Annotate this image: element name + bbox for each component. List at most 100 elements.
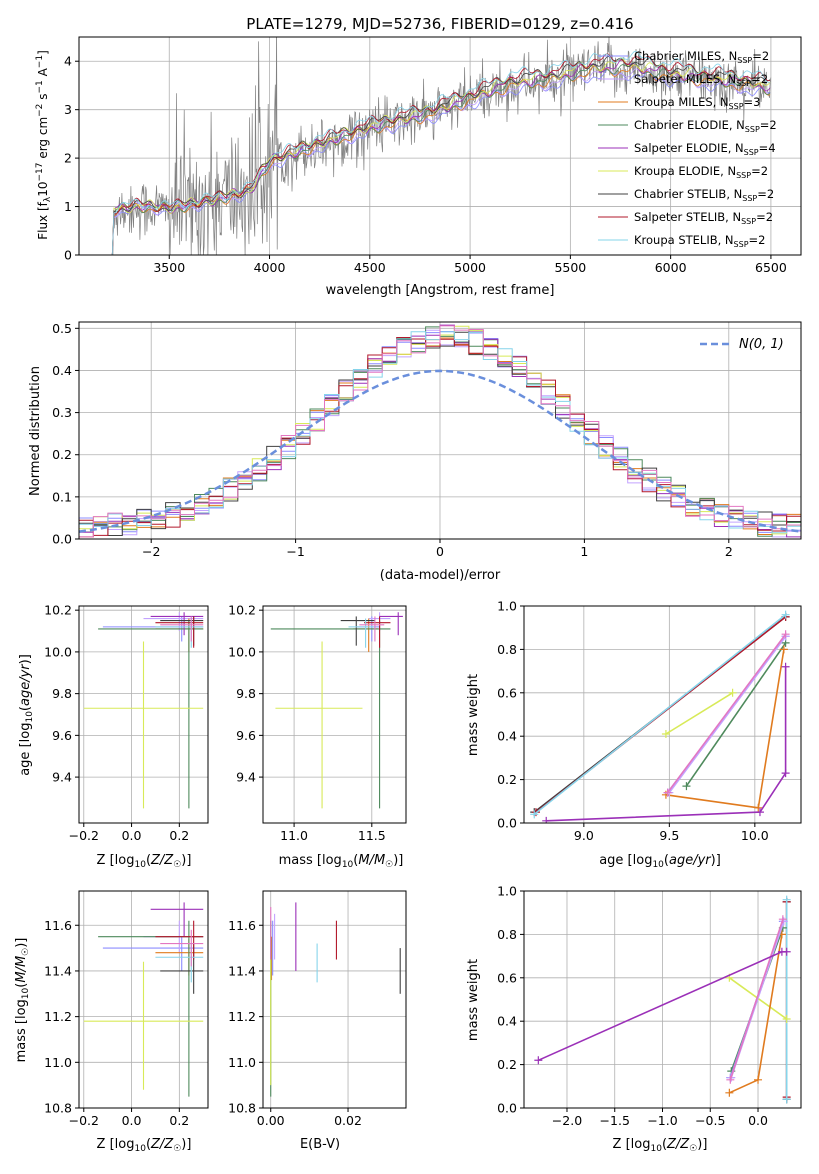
wAge-marker xyxy=(682,782,691,791)
ageZ-frame xyxy=(78,605,209,824)
wAge-marker xyxy=(542,816,551,823)
wAge-marker xyxy=(728,688,737,697)
wAge-ytick-label: 0.0 xyxy=(497,816,517,831)
massZ-xtick-label: −0.2 xyxy=(69,1113,99,1128)
age-mass-xlabel: mass [log10(M/M☉)] xyxy=(279,853,404,870)
ageZ-marks xyxy=(83,612,204,809)
normal-legend-label: N(0, 1) xyxy=(739,337,784,352)
ageMass-ytick-label: 10.0 xyxy=(228,644,256,659)
ageMass-ytick-label: 10.2 xyxy=(228,603,256,618)
wAge-marker xyxy=(781,630,790,639)
w-age-ylabel: mass weight xyxy=(466,674,481,756)
wZ-xtick-label: −0.5 xyxy=(695,1113,725,1128)
wZ-ytick-label: 0.6 xyxy=(497,970,517,985)
wAge-marker xyxy=(781,769,790,778)
res-xtick-label: −1 xyxy=(286,544,304,559)
model-spectrum xyxy=(109,53,771,255)
ageZ-xtick-label: −0.2 xyxy=(69,828,99,843)
res-ytick-label: 0.3 xyxy=(52,405,72,420)
residual-histogram xyxy=(79,325,801,538)
spec-ytick-label: 4 xyxy=(64,54,72,69)
residual-ylabel: Normed distribution xyxy=(28,366,43,496)
residual-hists xyxy=(79,324,801,538)
wAge-xtick-label: 10.0 xyxy=(741,828,769,843)
weight-vs-age-panel: 9.0 9.5 10.0 0.0 0.2 0.4 0.6 0.8 1.0 xyxy=(497,599,802,843)
wAge-frame xyxy=(523,605,802,824)
massZ-ytick-label: 11.4 xyxy=(44,963,72,978)
wZ-frame xyxy=(523,890,802,1109)
massEbv-ytick-label: 11.6 xyxy=(228,918,256,933)
legend-entry: Kroupa STELIB, NSSP=2 xyxy=(634,233,765,249)
legend-entry: Kroupa MILES, NSSP=3 xyxy=(634,95,760,111)
w-Z-ylabel: mass weight xyxy=(466,959,481,1041)
ageMass-ytick-label: 9.6 xyxy=(236,728,256,743)
massEbv-ytick-label: 11.0 xyxy=(228,1055,256,1070)
wZ-marker xyxy=(782,1015,791,1024)
massEbv-xtick-label: 0.00 xyxy=(257,1113,285,1128)
wAge-marker xyxy=(781,662,790,671)
legend-entry: Chabrier MILES, NSSP=2 xyxy=(634,49,769,65)
wZ-marker xyxy=(726,1075,735,1084)
spectrum-xlabel: wavelength [Angstrom, rest frame] xyxy=(326,283,555,298)
residual-panel: −2 −1 0 1 2 0.0 0.1 0.2 0.3 0.4 0.5 xyxy=(52,321,802,559)
wAge-marker xyxy=(663,788,672,797)
wAge-series xyxy=(533,614,787,815)
massEbv-ytick-label: 10.8 xyxy=(228,1101,256,1116)
wZ-marker xyxy=(725,1088,734,1097)
massZ-ytick-label: 11.6 xyxy=(44,918,72,933)
spec-ytick-label: 0 xyxy=(64,248,72,263)
model-spectrum xyxy=(109,67,771,255)
massZ-ytick-label: 11.0 xyxy=(44,1055,72,1070)
spec-xtick-label: 5000 xyxy=(454,260,486,275)
massZ-ytick-label: 11.2 xyxy=(44,1009,72,1024)
res-ytick-label: 0.2 xyxy=(52,447,72,462)
res-xtick-label: 0 xyxy=(436,544,444,559)
legend-entry: Salpeter ELODIE, NSSP=4 xyxy=(634,141,776,157)
wZ-marker xyxy=(782,947,791,956)
mass-vs-extinction-panel: 0.00 0.02 10.8 11.0 11.2 11.4 11.6 xyxy=(228,890,407,1128)
legend-entry: Chabrier ELODIE, NSSP=2 xyxy=(634,118,777,134)
wZ-ytick-label: 0.4 xyxy=(497,1014,517,1029)
wAge-series xyxy=(546,666,787,822)
ageMass-marks xyxy=(270,612,403,809)
res-ytick-label: 0.1 xyxy=(52,489,72,504)
res-ytick-label: 0.4 xyxy=(52,363,72,378)
massEbv-ytick-label: 11.2 xyxy=(228,1009,256,1024)
wZ-lines xyxy=(534,895,791,1104)
spectrum-legend: Chabrier MILES, NSSP=2 Salpeter MILES, NS… xyxy=(598,49,777,249)
massZ-frame xyxy=(78,890,209,1109)
res-xtick-label: 1 xyxy=(580,544,588,559)
wAge-ytick-label: 1.0 xyxy=(497,599,517,614)
spec-frame xyxy=(78,36,802,256)
ageZ-ytick-label: 9.4 xyxy=(52,770,72,785)
wZ-xtick-label: −1.0 xyxy=(647,1113,677,1128)
massEbv-frame xyxy=(262,890,407,1109)
res-ytick-label: 0.5 xyxy=(52,321,72,336)
wZ-ytick-label: 0.2 xyxy=(497,1057,517,1072)
massZ-xtick-label: 0.0 xyxy=(122,1113,142,1128)
w-age-xlabel: age [log10(age/yr)] xyxy=(599,853,721,870)
ageMass-frame xyxy=(262,605,407,824)
ageZ-ytick-label: 10.2 xyxy=(44,603,72,618)
res-xtick-label: 2 xyxy=(725,544,733,559)
wAge-series xyxy=(685,642,787,787)
wZ-series xyxy=(729,918,784,1081)
model-spectrum xyxy=(109,50,771,255)
residual-legend: N(0, 1) xyxy=(700,337,784,352)
legend-entry: Chabrier STELIB, NSSP=2 xyxy=(634,187,774,203)
wZ-xtick-label: 0.0 xyxy=(748,1113,768,1128)
massEbv-marks xyxy=(270,902,401,1097)
wZ-xtick-label: −1.5 xyxy=(600,1113,630,1128)
ageZ-xtick-label: 0.0 xyxy=(122,828,142,843)
wZ-marker xyxy=(754,1075,763,1084)
mass-ebv-xlabel: E(B-V) xyxy=(300,1137,340,1152)
wAge-series xyxy=(665,692,734,735)
wZ-marker xyxy=(534,1056,543,1065)
res-frame xyxy=(78,321,802,540)
age-Z-ylabel: age [log10(age/yr)] xyxy=(18,654,35,776)
wZ-marker xyxy=(778,915,787,924)
model-spectrum xyxy=(109,62,771,255)
normal-curve xyxy=(79,369,801,533)
wAge-ytick-label: 0.6 xyxy=(497,685,517,700)
wAge-series xyxy=(666,633,787,794)
